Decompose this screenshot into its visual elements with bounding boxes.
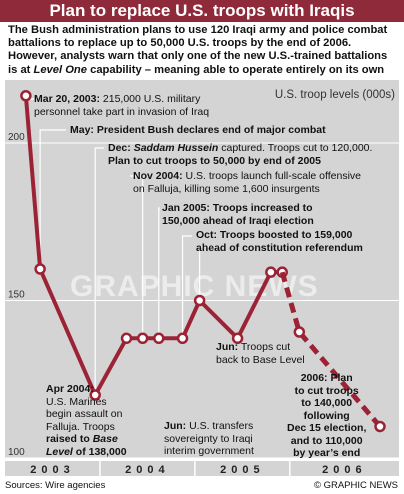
annotation-text: 215,000 U.S. military bbox=[99, 93, 201, 105]
chart-title: U.S. troop levels (000s) bbox=[275, 89, 395, 101]
leader-line bbox=[181, 235, 192, 339]
annotation-jan-2005: Jan 2005: Troops increased to 150,000 ah… bbox=[162, 202, 314, 227]
intro-line: The Bush administration plans to use 120… bbox=[8, 24, 388, 36]
annotation-text: to cut troops bbox=[294, 384, 359, 397]
data-point bbox=[176, 332, 189, 345]
annotation-mar-2003: Mar 20, 2003: 215,000 U.S. military pers… bbox=[34, 93, 209, 118]
leader-line bbox=[199, 246, 220, 301]
annotation-text: U.S. Marines bbox=[46, 395, 107, 408]
annotation-text: following bbox=[303, 409, 350, 422]
annotation-text: captured. Troops cut to 120,000. bbox=[218, 142, 373, 154]
page-title: Plan to replace U.S. troops with Iraqis bbox=[49, 1, 355, 20]
annotation-text: U.S. troops launch full-scale offensive bbox=[182, 170, 362, 182]
annotation-text: May: President Bush declares end of majo… bbox=[70, 124, 326, 136]
leader-line bbox=[158, 207, 160, 339]
annotation-date: Jun: bbox=[216, 341, 239, 353]
annotation-text: Oct: Troops boosted to 159,000 bbox=[196, 229, 353, 241]
data-point bbox=[20, 90, 32, 102]
annotation-text: begin assault on bbox=[46, 408, 123, 420]
annotation-text: sovereignty to Iraqi bbox=[164, 432, 253, 445]
x-tick-label: 2005 bbox=[220, 464, 264, 476]
annotation-text: 2006: Plan bbox=[300, 372, 353, 384]
annotation-text: to 140,000 bbox=[301, 397, 353, 409]
annotation-may-2003: May: President Bush declares end of majo… bbox=[70, 124, 326, 137]
annotation-text: Troops cut bbox=[238, 341, 291, 353]
annotation-date: Mar 20, 2003: bbox=[34, 93, 100, 105]
intro-suffix: capability – meaning able to operate ent… bbox=[86, 63, 385, 76]
annotation-italic: Base bbox=[92, 433, 118, 445]
annotation-text: back to Base Level bbox=[216, 353, 305, 366]
credit-note: © GRAPHIC NEWS bbox=[313, 480, 398, 491]
data-point bbox=[120, 332, 133, 345]
annotation-jun-2005: Jun: Troops cut back to Base Level bbox=[216, 341, 305, 366]
annotation-dec-2003: Dec: Saddam Hussein captured. Troops cut… bbox=[108, 142, 372, 167]
y-tick-label: 150 bbox=[8, 290, 25, 301]
years-bar bbox=[5, 461, 399, 476]
y-tick-label: 200 bbox=[8, 132, 25, 143]
annotation-2006-plan: 2006: Plan to cut troops to 140,000 foll… bbox=[287, 372, 366, 460]
annotation-name: Saddam Hussein bbox=[133, 142, 219, 154]
watermark: GRAPHIC NEWS bbox=[70, 270, 319, 303]
annotation-text: on Falluja, killing some 1,600 insurgent… bbox=[133, 182, 320, 195]
annotation-date: Jun: bbox=[164, 420, 187, 432]
data-point bbox=[193, 294, 206, 307]
annotation-text: of 138,000 bbox=[72, 445, 127, 458]
intro-line: However, analysts warn that only one of … bbox=[8, 50, 388, 63]
data-point bbox=[89, 389, 101, 401]
annotation-text: by year’s end bbox=[293, 447, 361, 459]
annotation-text: personnel take part in invasion of Iraq bbox=[34, 105, 210, 118]
annotation-oct-2005: Oct: Troops boosted to 159,000 ahead of … bbox=[196, 229, 363, 254]
x-tick-label: 2006 bbox=[322, 464, 366, 476]
planned-line bbox=[279, 271, 382, 429]
annotation-jun-2004: Jun: U.S. transfers sovereignty to Iraqi… bbox=[164, 420, 254, 458]
annotation-text: Falluja. Troops bbox=[46, 420, 115, 433]
y-tick-label: 100 bbox=[8, 447, 25, 458]
data-point bbox=[153, 332, 165, 345]
intro-line: is at Level One capability – meaning abl… bbox=[8, 64, 400, 77]
annotation-date: Nov 2004: bbox=[133, 170, 183, 182]
annotation-text: and to 110,000 bbox=[290, 434, 363, 447]
annotation-apr-2004: Apr 2004: U.S. Marines begin assault on … bbox=[46, 383, 127, 458]
intro-line: battalions to replace up to 50,000 U.S. … bbox=[8, 37, 352, 50]
intro-prefix: is at bbox=[8, 63, 34, 76]
data-point bbox=[231, 332, 244, 345]
leader-line bbox=[39, 129, 66, 269]
x-tick-label: 2004 bbox=[125, 464, 169, 476]
annotation-text: ahead of constitution referendum bbox=[196, 241, 363, 254]
annotation-italic: Level bbox=[46, 445, 73, 458]
data-point bbox=[293, 326, 306, 338]
intro-text: The Bush administration plans to use 120… bbox=[8, 24, 400, 77]
annotation-text: Jan 2005: Troops increased to bbox=[162, 202, 313, 214]
data-point bbox=[374, 420, 386, 433]
annotation-date: Apr 2004: bbox=[46, 383, 94, 395]
annotation-text: 150,000 ahead of Iraqi election bbox=[162, 214, 314, 227]
leader-line bbox=[130, 175, 144, 339]
data-point bbox=[265, 266, 277, 278]
annotation-text: Plan to cut troops to 50,000 by end of 2… bbox=[108, 154, 321, 167]
annotation-text: Dec 15 election, bbox=[287, 422, 367, 434]
title-bar: Plan to replace U.S. troops with Iraqis bbox=[0, 0, 404, 22]
annotation-text: raised to bbox=[46, 433, 93, 445]
source-note: Sources: Wire agencies bbox=[5, 480, 106, 491]
annotation-text: U.S. transfers bbox=[186, 420, 254, 432]
annotation-text: interim government bbox=[164, 445, 254, 457]
annotation-nov-2004: Nov 2004: U.S. troops launch full-scale … bbox=[133, 170, 361, 195]
intro-italic: Level One bbox=[33, 63, 87, 76]
data-point bbox=[136, 332, 149, 345]
annotation-date: Dec: bbox=[108, 142, 134, 154]
x-tick-label: 2003 bbox=[30, 464, 74, 476]
leader-line bbox=[94, 147, 104, 395]
data-point bbox=[34, 263, 46, 275]
